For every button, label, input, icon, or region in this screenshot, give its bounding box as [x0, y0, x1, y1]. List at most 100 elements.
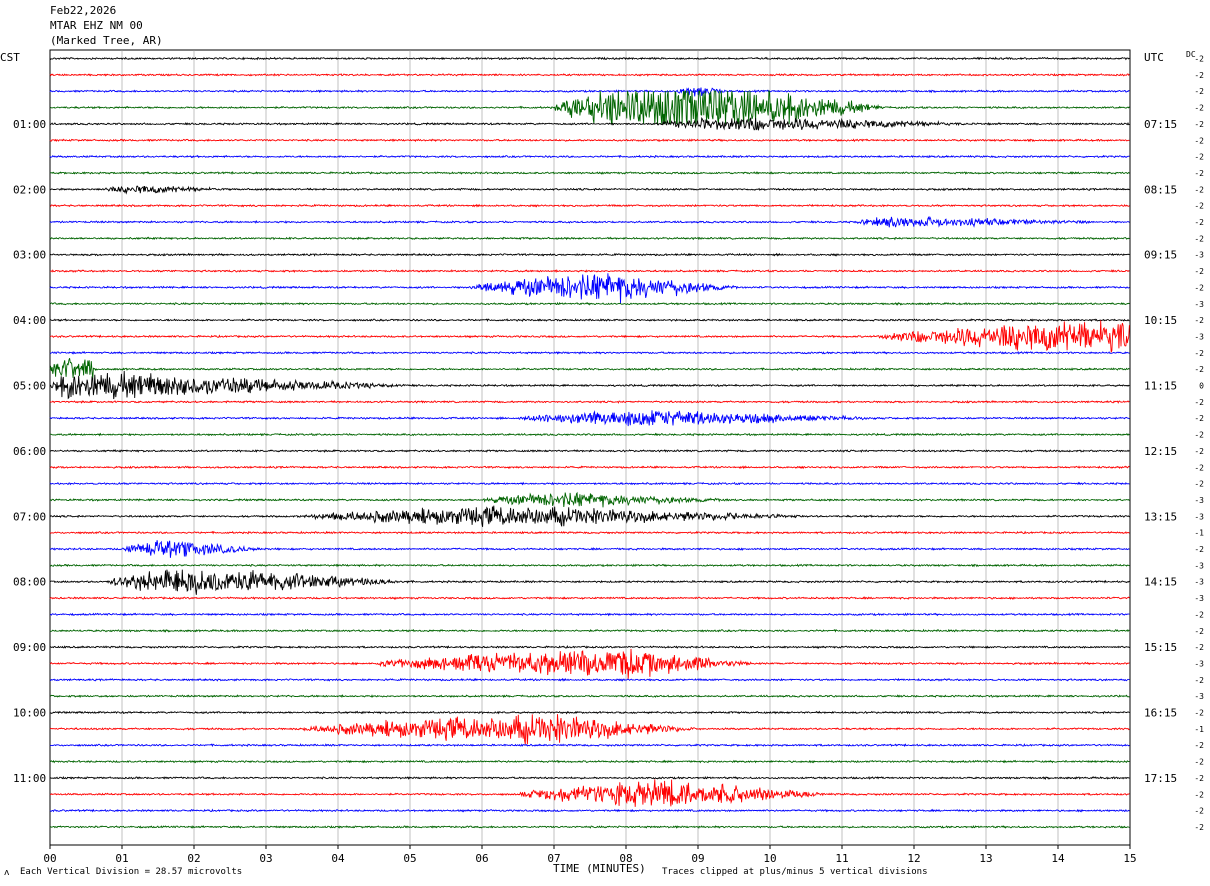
- x-tick-label: 09: [691, 852, 704, 865]
- trace-29: [49, 530, 1130, 535]
- dc-offset: -2: [1194, 218, 1204, 227]
- trace-38: [49, 677, 1130, 682]
- dc-offset: -2: [1194, 153, 1204, 162]
- trace-11: [49, 236, 1130, 241]
- x-tick-label: 01: [115, 852, 128, 865]
- dc-offset: -2: [1194, 643, 1204, 652]
- trace-32: [49, 569, 1130, 595]
- x-tick-label: 11: [835, 852, 848, 865]
- corner-mark: ᴧ: [4, 868, 10, 878]
- dc-offset: -2: [1194, 234, 1204, 243]
- trace-18: [49, 350, 1130, 355]
- x-tick-label: 14: [1051, 852, 1065, 865]
- trace-26: [49, 481, 1130, 486]
- dc-offset: -2: [1194, 447, 1204, 456]
- dc-offset: -3: [1194, 300, 1204, 309]
- trace-16: [49, 318, 1130, 322]
- trace-46: [49, 808, 1130, 813]
- dc-offset: -2: [1194, 627, 1204, 636]
- trace-30: [49, 540, 1130, 558]
- dc-offset: -3: [1194, 578, 1204, 587]
- dc-offset: -3: [1194, 512, 1204, 521]
- dc-offset: -2: [1194, 545, 1204, 554]
- dc-offset: -2: [1194, 136, 1204, 145]
- x-tick-label: 00: [43, 852, 56, 865]
- dc-offset: -2: [1194, 431, 1204, 440]
- right-hour-label: 17:15: [1144, 772, 1177, 785]
- x-tick-label: 13: [979, 852, 992, 865]
- trace-33: [49, 595, 1130, 600]
- right-hour-label: 10:15: [1144, 314, 1177, 327]
- left-hour-label: 01:00: [13, 118, 46, 131]
- trace-19: [49, 358, 1130, 380]
- trace-12: [49, 252, 1130, 257]
- left-hour-label: 08:00: [13, 576, 46, 589]
- dc-label: DC: [1186, 50, 1196, 59]
- dc-offset: -1: [1194, 529, 1204, 538]
- dc-offset: -1: [1194, 725, 1204, 734]
- chart-date: Feb22,2026: [50, 4, 117, 17]
- trace-39: [49, 694, 1130, 699]
- right-hour-label: 11:15: [1144, 380, 1177, 393]
- dc-offset: -3: [1194, 496, 1204, 505]
- trace-36: [49, 645, 1130, 649]
- dc-offset: -2: [1194, 807, 1204, 816]
- left-hour-label: 05:00: [13, 380, 46, 393]
- trace-20: [49, 371, 1130, 400]
- x-tick-label: 07: [547, 852, 560, 865]
- dc-offset: -2: [1194, 202, 1204, 211]
- right-hour-label: 13:15: [1144, 510, 1177, 523]
- plot-frame: [49, 49, 1131, 846]
- trace-3: [49, 89, 1130, 126]
- x-tick-label: 06: [475, 852, 488, 865]
- left-hour-label: 02:00: [13, 183, 46, 196]
- x-tick-label: 02: [187, 852, 200, 865]
- left-hour-label: 03:00: [13, 249, 46, 262]
- dc-offset: -2: [1194, 741, 1204, 750]
- dc-offset: 0: [1199, 382, 1204, 391]
- trace-8: [49, 185, 1130, 195]
- trace-21: [49, 399, 1130, 404]
- dc-offset: -2: [1194, 87, 1204, 96]
- left-hour-label: 07:00: [13, 510, 46, 523]
- dc-offset: -2: [1194, 758, 1204, 767]
- left-hour-label: 10:00: [13, 707, 46, 720]
- trace-28: [49, 505, 1130, 527]
- dc-offset: -3: [1194, 692, 1204, 701]
- right-hour-label: 15:15: [1144, 641, 1177, 654]
- clip-note: Traces clipped at plus/minus 5 vertical …: [662, 867, 928, 877]
- utc-label: UTC: [1144, 51, 1164, 64]
- dc-offset: -3: [1194, 659, 1204, 668]
- dc-offset: -2: [1194, 120, 1204, 129]
- dc-offset: -2: [1194, 709, 1204, 718]
- trace-24: [49, 449, 1130, 453]
- trace-15: [49, 301, 1130, 306]
- trace-27: [49, 491, 1130, 508]
- scale-note: Each Vertical Division = 28.57 microvolt…: [20, 867, 243, 877]
- dc-offset: -2: [1194, 774, 1204, 783]
- trace-44: [49, 776, 1130, 780]
- x-tick-label: 04: [331, 852, 345, 865]
- x-tick-label: 08: [619, 852, 632, 865]
- right-hour-label: 07:15: [1144, 118, 1177, 131]
- dc-offset: -2: [1194, 480, 1204, 489]
- dc-offset: -2: [1194, 823, 1204, 832]
- trace-23: [49, 432, 1130, 437]
- trace-37: [49, 648, 1130, 679]
- trace-5: [49, 138, 1130, 143]
- right-hour-label: 08:15: [1144, 183, 1177, 196]
- trace-47: [49, 825, 1130, 829]
- dc-offset: -3: [1194, 251, 1204, 260]
- cst-label: CST: [0, 51, 20, 64]
- x-axis-label: TIME (MINUTES): [553, 862, 646, 875]
- right-hour-label: 16:15: [1144, 707, 1177, 720]
- dc-offset: -2: [1194, 71, 1204, 80]
- trace-1: [49, 72, 1130, 77]
- trace-31: [49, 563, 1130, 568]
- right-hour-label: 09:15: [1144, 249, 1177, 262]
- dc-offset: -2: [1194, 349, 1204, 358]
- trace-6: [49, 154, 1130, 159]
- trace-45: [49, 779, 1130, 807]
- dc-offset: -2: [1194, 398, 1204, 407]
